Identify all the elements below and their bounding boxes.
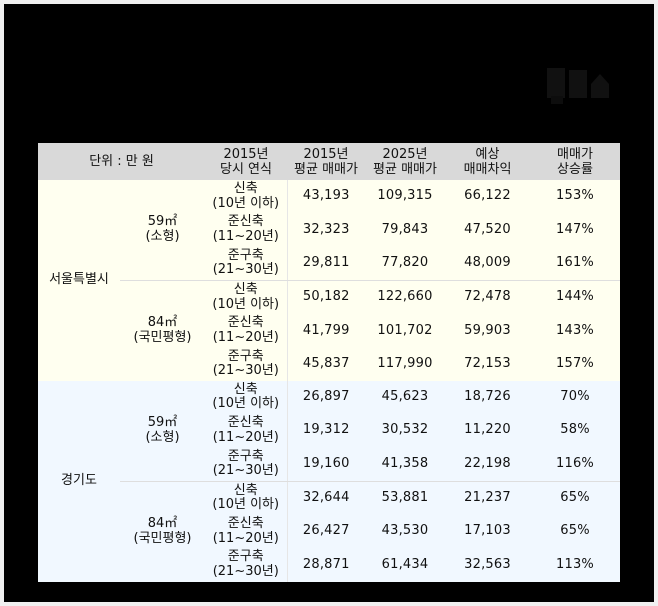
expected-gain: 22,198 [445, 447, 530, 482]
price-2025: 79,843 [365, 213, 445, 247]
price-2025: 43,530 [365, 514, 445, 549]
table-row: 경기도 59㎡ (소형) 신축 (10년 이하) 26,897 45,623 18,… [38, 380, 620, 582]
price-2025: 117,990 [365, 347, 445, 381]
price-2025: 101,702 [365, 314, 445, 348]
vintage-cell: 준구축 (21~30년) [205, 246, 288, 281]
growth-rate: 157% [530, 347, 620, 381]
growth-rate: 58% [530, 414, 620, 448]
expected-gain: 32,563 [445, 548, 530, 582]
price-2025: 30,532 [365, 414, 445, 448]
size-cell: 59㎡ (소형) [120, 180, 205, 281]
col-header-price-2015: 2015년 평균 매매가 [287, 143, 365, 180]
table-row: 준구축 (21~30년) 29,811 77,820 48,009 161% [38, 246, 620, 281]
table-row: 준구축 (21~30년) 28,871 61,434 32,563 113% [38, 548, 620, 582]
growth-rate: 70% [530, 380, 620, 415]
expected-gain: 48,009 [445, 246, 530, 281]
col-header-growth-rate: 매매가 상승률 [530, 143, 620, 180]
price-2025: 41,358 [365, 447, 445, 482]
col-header-vintage: 2015년 당시 연식 [205, 143, 287, 180]
table-row: 84㎡ (국민평형) 신축 (10년 이하) 50,182 122,660 72,4… [38, 280, 620, 381]
table-row: 84㎡ (국민평형) 신축 (10년 이하) 32,644 53,881 21,23… [38, 481, 620, 582]
growth-rate: 144% [530, 280, 620, 315]
vintage-cell: 신축 (10년 이하) [205, 380, 288, 415]
table-header-row: 단위 : 만 원 2015년 당시 연식 2015년 평균 매매가 2025년 평균 … [38, 143, 620, 180]
expected-gain: 66,122 [445, 180, 530, 214]
table-row: 준신축 (11~20년) 41,799 101,702 59,903 143% [38, 314, 620, 348]
vintage-cell: 준신축 (11~20년) [205, 414, 288, 448]
expected-gain: 18,726 [445, 380, 530, 415]
expected-gain: 21,237 [445, 481, 530, 515]
growth-rate: 65% [530, 514, 620, 549]
growth-rate: 143% [530, 314, 620, 348]
vintage-cell: 준신축 (11~20년) [205, 213, 288, 247]
price-2015: 28,871 [287, 548, 365, 582]
price-2015: 50,182 [287, 280, 365, 315]
price-2015: 19,312 [287, 414, 365, 448]
price-2015: 32,323 [287, 213, 365, 247]
region-gyeonggi: 경기도 [38, 380, 120, 582]
growth-rate: 161% [530, 246, 620, 281]
expected-gain: 47,520 [445, 213, 530, 247]
price-2025: 53,881 [365, 481, 445, 515]
table-row: 준신축 (11~20년) 19,312 30,532 11,220 58% [38, 414, 620, 448]
price-2025: 122,660 [365, 280, 445, 315]
expected-gain: 11,220 [445, 414, 530, 448]
region-seoul: 서울특별시 [38, 180, 120, 381]
price-2015: 32,644 [287, 481, 365, 515]
vintage-cell: 신축 (10년 이하) [205, 481, 288, 515]
price-2025: 109,315 [365, 180, 445, 214]
vintage-cell: 준신축 (11~20년) [205, 314, 288, 348]
growth-rate: 153% [530, 180, 620, 214]
table-row: 준신축 (11~20년) 32,323 79,843 47,520 147% [38, 213, 620, 247]
price-2025: 77,820 [365, 246, 445, 281]
table-row: 준구축 (21~30년) 19,160 41,358 22,198 116% [38, 447, 620, 482]
price-2015: 45,837 [287, 347, 365, 381]
size-cell: 84㎡ (국민평형) [120, 481, 205, 582]
expected-gain: 17,103 [445, 514, 530, 549]
price-2015: 19,160 [287, 447, 365, 482]
growth-rate: 65% [530, 481, 620, 515]
expected-gain: 72,153 [445, 347, 530, 381]
price-2015: 41,799 [287, 314, 365, 348]
growth-rate: 116% [530, 447, 620, 482]
vintage-cell: 준구축 (21~30년) [205, 347, 288, 381]
col-header-price-2025: 2025년 평균 매매가 [365, 143, 445, 180]
table-row: 준구축 (21~30년) 45,837 117,990 72,153 157% [38, 347, 620, 381]
table-row: 준신축 (11~20년) 26,427 43,530 17,103 65% [38, 514, 620, 549]
size-cell: 84㎡ (국민평형) [120, 280, 205, 381]
vintage-cell: 신축 (10년 이하) [205, 280, 288, 315]
house-logo-icon [547, 68, 609, 104]
vintage-cell: 신축 (10년 이하) [205, 180, 288, 214]
table-row: 서울특별시 59㎡ (소형) 신축 (10년 이하) 43,193 109,315 … [38, 180, 620, 381]
col-header-expected-gain: 예상 매매차익 [445, 143, 530, 180]
expected-gain: 72,478 [445, 280, 530, 315]
price-2025: 45,623 [365, 380, 445, 415]
price-2015: 43,193 [287, 180, 365, 214]
price-2015: 26,897 [287, 380, 365, 415]
vintage-cell: 준구축 (21~30년) [205, 548, 288, 582]
size-cell: 59㎡ (소형) [120, 380, 205, 482]
price-2015: 26,427 [287, 514, 365, 549]
growth-rate: 113% [530, 548, 620, 582]
price-comparison-table: 단위 : 만 원 2015년 당시 연식 2015년 평균 매매가 2025년 평균 … [38, 143, 620, 582]
expected-gain: 59,903 [445, 314, 530, 348]
vintage-cell: 준구축 (21~30년) [205, 447, 288, 482]
price-2025: 61,434 [365, 548, 445, 582]
unit-label: 단위 : 만 원 [38, 143, 205, 180]
vintage-cell: 준신축 (11~20년) [205, 514, 288, 549]
price-2015: 29,811 [287, 246, 365, 281]
growth-rate: 147% [530, 213, 620, 247]
